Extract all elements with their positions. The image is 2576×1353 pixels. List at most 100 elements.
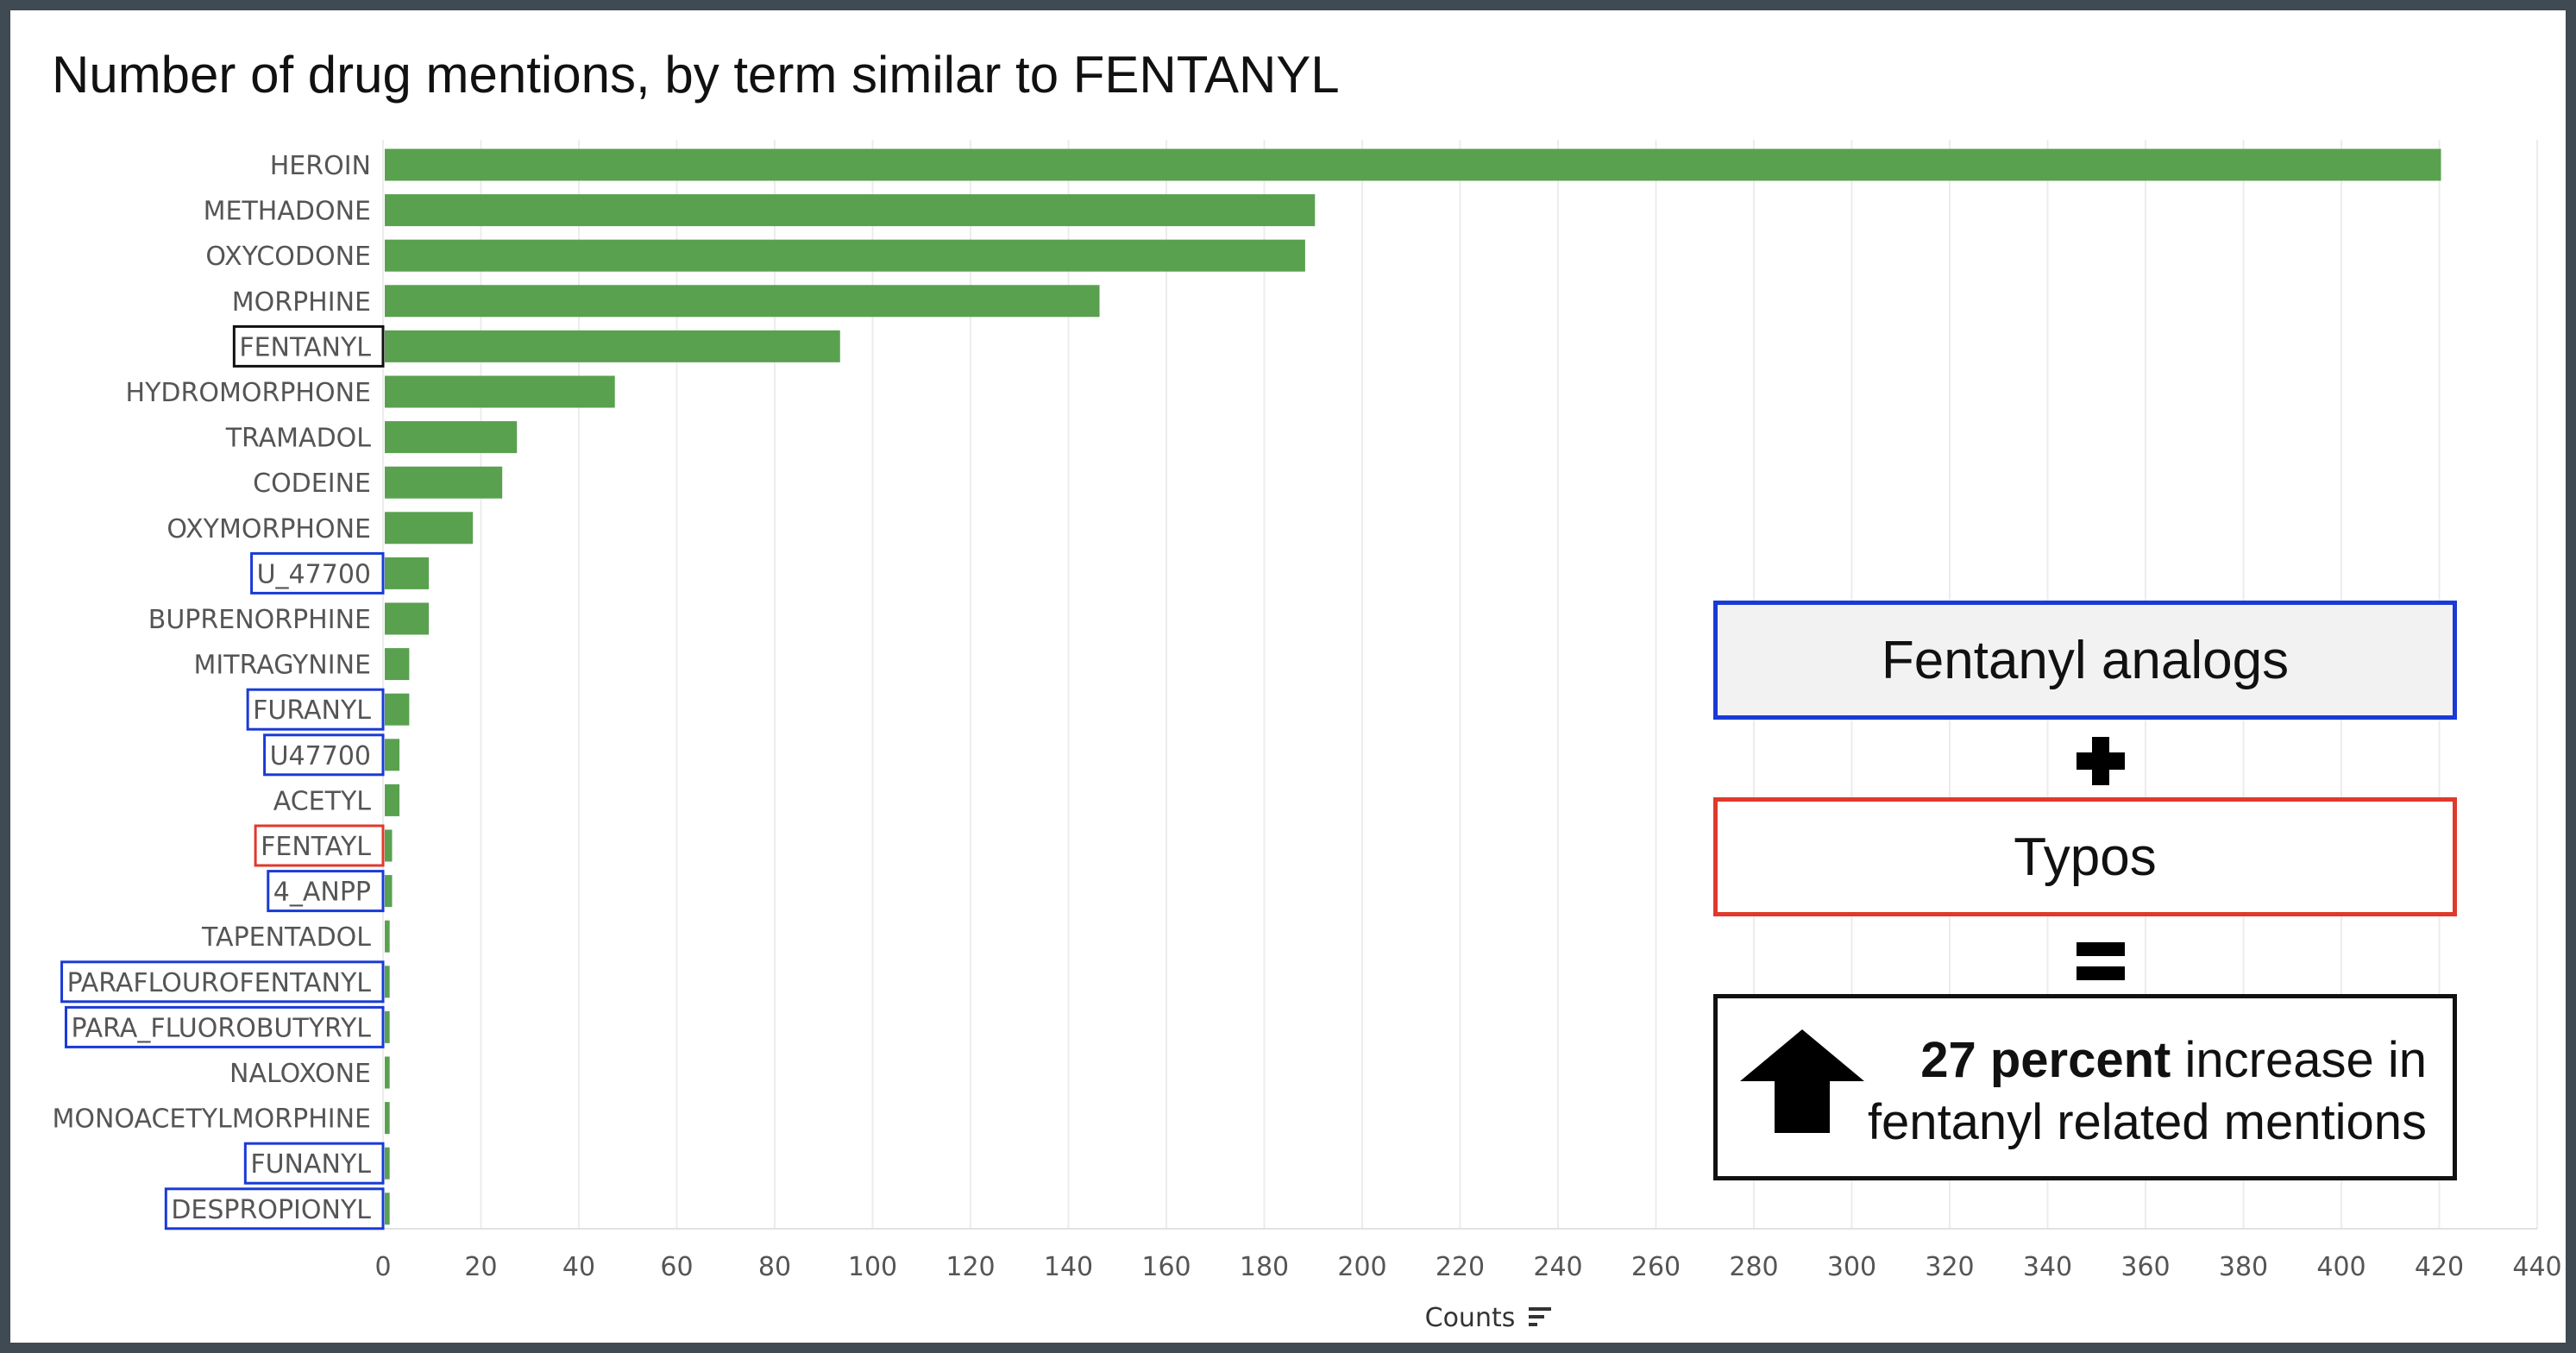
chart-title: Number of drug mentions, by term similar… xyxy=(52,46,1340,104)
category-label: MORPHINE xyxy=(232,287,371,318)
category-label: MITRAGYNINE xyxy=(194,651,371,681)
label-highlight-box xyxy=(254,824,385,867)
bar xyxy=(385,330,840,362)
label-highlight-box xyxy=(250,551,385,595)
sort-icon-bar xyxy=(1529,1315,1544,1318)
bar xyxy=(385,285,1100,318)
chart-frame: Number of drug mentions, by term similar… xyxy=(10,10,2566,1343)
x-tick-label: 240 xyxy=(1533,1252,1582,1282)
bar xyxy=(385,421,518,454)
x-tick-label: 260 xyxy=(1631,1252,1681,1282)
bar xyxy=(385,783,400,816)
bar xyxy=(385,466,503,499)
bar xyxy=(385,512,474,544)
category-label: HEROIN xyxy=(270,151,371,181)
category-label: TAPENTADOL xyxy=(201,922,371,953)
category-label: PARAFLOUROFENTANYL xyxy=(67,968,372,998)
bar xyxy=(385,693,410,726)
result-text: 27 percent increase in fentanyl related … xyxy=(1868,1029,2427,1154)
label-highlight-box xyxy=(232,324,385,368)
category-label: ACETYL xyxy=(273,786,372,816)
label-highlight-box xyxy=(60,960,385,1004)
bar xyxy=(385,239,1305,272)
bar xyxy=(385,1102,390,1135)
bar xyxy=(385,1193,390,1225)
label-highlight-box xyxy=(267,870,385,913)
category-label: BUPRENORPHINE xyxy=(148,605,371,635)
x-tick-label: 400 xyxy=(2316,1252,2366,1282)
bar xyxy=(385,920,390,953)
sort-icon-bar xyxy=(1529,1307,1551,1311)
bar xyxy=(385,739,400,771)
category-label: MONOACETYLMORPHINE xyxy=(52,1104,371,1135)
category-label: FENTAYL xyxy=(261,832,371,862)
bar xyxy=(385,194,1316,227)
x-tick-label: 100 xyxy=(848,1252,897,1282)
category-label: FURANYL xyxy=(253,695,371,726)
fentanyl-analogs-callout: Fentanyl analogs xyxy=(1713,601,2457,720)
label-highlight-box xyxy=(263,733,385,777)
x-tick-label: 40 xyxy=(562,1252,595,1282)
sort-icon-bar xyxy=(1529,1323,1537,1326)
category-label: OXYMORPHONE xyxy=(166,514,371,544)
category-label: FENTANYL xyxy=(239,332,371,362)
x-tick-label: 320 xyxy=(1925,1252,1974,1282)
x-tick-label: 420 xyxy=(2415,1252,2464,1282)
category-label: NALOXONE xyxy=(229,1059,371,1089)
x-tick-label: 160 xyxy=(1141,1252,1191,1282)
typos-text: Typos xyxy=(2014,827,2157,887)
x-tick-label: 380 xyxy=(2219,1252,2268,1282)
label-highlight-box xyxy=(64,1005,385,1048)
bar-chart: 0 20 40 60 80 100 120 140 160 180 200 220 240 260 280 3… xyxy=(52,140,2562,1333)
bar xyxy=(385,966,390,998)
plus-icon xyxy=(2077,737,2125,785)
x-tick-label: 360 xyxy=(2120,1252,2170,1282)
category-label: 4_ANPP xyxy=(273,878,371,908)
sort-descending-icon xyxy=(1529,1307,1551,1326)
bar xyxy=(385,375,615,408)
bar xyxy=(385,1056,390,1089)
bar xyxy=(385,648,410,681)
result-line-1: 27 percent increase in xyxy=(1868,1029,2427,1092)
category-label: HYDROMORPHONE xyxy=(126,378,371,408)
x-tick-label: 0 xyxy=(374,1252,391,1282)
x-tick-label: 60 xyxy=(660,1252,693,1282)
x-tick-label: 280 xyxy=(1729,1252,1778,1282)
x-tick-label: 200 xyxy=(1337,1252,1386,1282)
fentanyl-analogs-text: Fentanyl analogs xyxy=(1881,630,2290,690)
category-label: METHADONE xyxy=(204,197,371,227)
label-highlight-box xyxy=(246,688,385,731)
category-label: U47700 xyxy=(270,741,371,771)
bar xyxy=(385,148,2441,181)
typos-callout: Typos xyxy=(1713,797,2457,916)
x-tick-label: 140 xyxy=(1044,1252,1093,1282)
category-label: DESPROPIONYL xyxy=(171,1195,371,1225)
x-tick-label: 340 xyxy=(2023,1252,2072,1282)
x-tick-label: 20 xyxy=(464,1252,497,1282)
category-label: OXYCODONE xyxy=(205,242,371,272)
bar xyxy=(385,602,430,635)
bar xyxy=(385,829,393,862)
up-arrow-icon xyxy=(1740,1029,1864,1133)
equals-icon xyxy=(2077,942,2125,980)
bar xyxy=(385,1147,390,1180)
bar xyxy=(385,557,430,589)
label-highlight-box xyxy=(164,1187,385,1230)
x-tick-label: 80 xyxy=(758,1252,791,1282)
x-tick-label: 220 xyxy=(1436,1252,1485,1282)
bar xyxy=(385,875,393,908)
x-tick-label: 300 xyxy=(1827,1252,1876,1282)
category-label: U_47700 xyxy=(257,559,371,589)
category-label: FUNANYL xyxy=(250,1149,371,1180)
x-axis-title: Counts xyxy=(1425,1303,1516,1333)
category-label: TRAMADOL xyxy=(225,424,372,454)
result-percent: 27 percent xyxy=(1920,1032,2171,1088)
result-line-2: fentanyl related mentions xyxy=(1867,1094,2427,1150)
label-highlight-box xyxy=(243,1142,385,1185)
category-label: CODEINE xyxy=(253,469,371,499)
x-tick-label: 120 xyxy=(946,1252,995,1282)
bar xyxy=(385,1010,390,1043)
category-label: PARA_FLUOROBUTYRYL xyxy=(71,1013,371,1043)
result-callout: 27 percent increase in fentanyl related … xyxy=(1713,994,2457,1180)
x-tick-label: 180 xyxy=(1240,1252,1289,1282)
